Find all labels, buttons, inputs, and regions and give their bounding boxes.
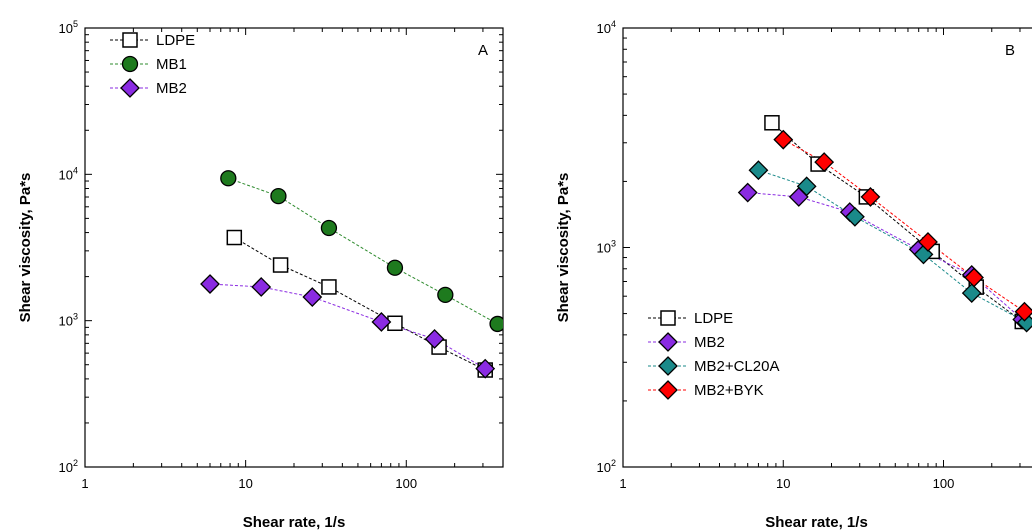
series-line bbox=[234, 237, 486, 371]
data-point bbox=[860, 186, 881, 207]
legend-marker bbox=[120, 78, 140, 98]
data-point bbox=[321, 279, 337, 295]
data-point bbox=[489, 315, 503, 333]
y-tick-label: 103 bbox=[59, 312, 78, 329]
series-line bbox=[228, 177, 498, 325]
y-tick-label: 104 bbox=[59, 165, 78, 182]
data-point bbox=[748, 160, 769, 181]
x-tick-label: 10 bbox=[776, 476, 790, 491]
plot-area bbox=[737, 115, 1032, 333]
y-tick-label: 103 bbox=[597, 239, 616, 256]
series-line bbox=[758, 169, 1027, 324]
plot-frame bbox=[84, 27, 504, 468]
panel-label: B bbox=[1005, 42, 1015, 59]
legend-label: LDPE bbox=[156, 32, 195, 49]
legend-label: MB2 bbox=[694, 334, 725, 351]
legend-label: MB2+CL20A bbox=[694, 358, 779, 375]
legend-marker bbox=[121, 55, 139, 73]
y-tick-label: 105 bbox=[59, 19, 78, 36]
data-point bbox=[320, 219, 338, 237]
series-line bbox=[771, 122, 1023, 322]
data-point bbox=[844, 206, 865, 227]
data-point bbox=[814, 152, 835, 172]
plot-frame bbox=[622, 27, 1032, 468]
data-point bbox=[251, 277, 272, 297]
data-point bbox=[386, 259, 404, 276]
y-axis-title: Shear viscosity, Pa*s bbox=[17, 173, 34, 323]
legend-label: MB1 bbox=[156, 56, 187, 73]
legend-marker bbox=[658, 380, 678, 400]
x-tick-label: 100 bbox=[933, 476, 955, 491]
y-axis-title: Shear viscosity, Pa*s bbox=[555, 173, 572, 323]
series-line bbox=[747, 192, 1023, 320]
legend-marker bbox=[658, 356, 678, 376]
data-point bbox=[437, 286, 454, 304]
data-point bbox=[475, 358, 496, 379]
legend: LDPE MB1 MB2 bbox=[110, 32, 195, 98]
data-point bbox=[773, 129, 794, 150]
legend-label: LDPE bbox=[694, 310, 733, 327]
y-tick-label: 104 bbox=[597, 19, 616, 36]
data-point bbox=[1016, 312, 1032, 333]
data-point bbox=[424, 329, 445, 349]
data-point bbox=[961, 283, 982, 303]
legend-label: MB2+BYK bbox=[694, 382, 764, 399]
x-tick-label: 1 bbox=[619, 476, 626, 491]
x-tick-label: 100 bbox=[395, 476, 417, 491]
legend-marker bbox=[122, 32, 138, 48]
panel-label: A bbox=[478, 42, 488, 59]
data-point bbox=[226, 229, 243, 246]
chart-panel-1: 1 10 100 102 103 104 Shear rate, 1/s Shear visc… bbox=[555, 19, 1032, 531]
legend-label: MB2 bbox=[156, 80, 187, 97]
chart-panel-0: 1 10 100 102 103 104 105 Shear rate, 1/s Shear v… bbox=[17, 19, 504, 531]
data-point bbox=[764, 115, 780, 131]
legend: LDPE MB2 MB2+CL20A MB2+BYK bbox=[648, 310, 779, 400]
y-tick-label: 102 bbox=[59, 458, 78, 475]
plot-area bbox=[200, 170, 503, 379]
data-point bbox=[918, 232, 938, 252]
data-point bbox=[964, 267, 984, 288]
data-point bbox=[1014, 301, 1032, 322]
data-point bbox=[371, 312, 392, 332]
data-point bbox=[737, 182, 758, 203]
x-axis-title: Shear rate, 1/s bbox=[765, 514, 868, 531]
x-tick-label: 1 bbox=[81, 476, 88, 491]
data-point bbox=[272, 257, 289, 273]
data-point bbox=[220, 170, 237, 187]
data-point bbox=[302, 287, 323, 307]
legend-marker bbox=[658, 332, 678, 352]
data-point bbox=[796, 176, 817, 197]
data-point bbox=[200, 274, 220, 294]
data-point bbox=[387, 315, 403, 332]
legend-marker bbox=[660, 310, 676, 326]
data-point bbox=[270, 187, 287, 205]
y-tick-label: 102 bbox=[597, 458, 616, 475]
x-axis-title: Shear rate, 1/s bbox=[243, 514, 346, 531]
x-tick-label: 10 bbox=[238, 476, 252, 491]
